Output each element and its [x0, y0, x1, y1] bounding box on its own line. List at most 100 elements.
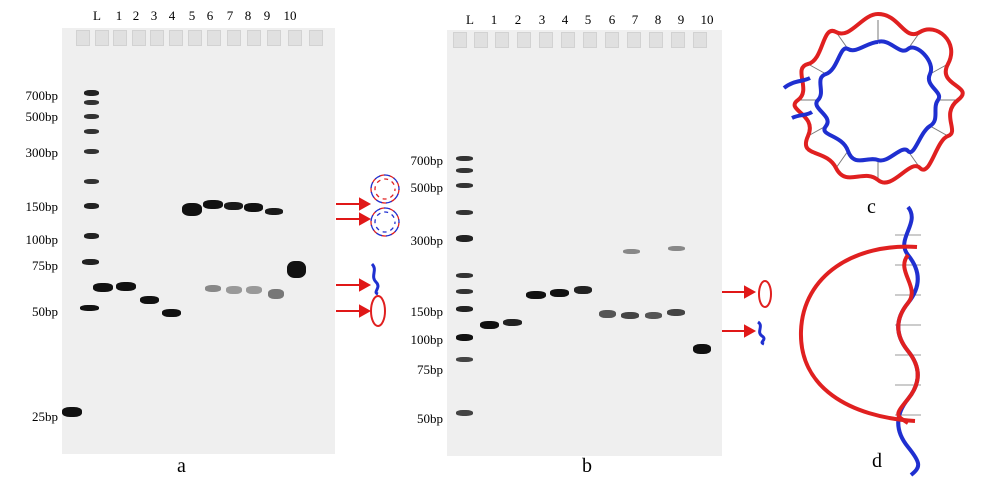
lane-label: 5: [188, 8, 196, 23]
gel-well: [188, 30, 202, 46]
sample-band: [503, 319, 522, 326]
panel-label-d: d: [872, 450, 882, 472]
ladder-band: [80, 305, 99, 311]
arrow-head: [744, 324, 757, 338]
ladder-band: [456, 410, 473, 416]
single-strand-icon: [370, 262, 380, 296]
ladder-band: [456, 235, 473, 242]
size-marker-label: 300bp: [25, 145, 59, 160]
lane-label: 4: [168, 8, 176, 23]
ladder-band: [84, 114, 99, 119]
sample-band: [182, 203, 202, 216]
sample-band: [574, 286, 592, 294]
ladder-band: [84, 100, 99, 105]
gel-well: [267, 30, 281, 46]
gel-well: [627, 32, 641, 48]
minicircle-icon: [370, 207, 400, 237]
sample-band: [93, 283, 113, 292]
blue-strand: [814, 39, 942, 163]
lane-label: 2: [514, 12, 522, 27]
gel-well: [474, 32, 488, 48]
lane-label: 10: [700, 12, 714, 27]
gel-well: [95, 30, 109, 46]
gel-well: [693, 32, 707, 48]
red-loop-strand: [798, 244, 918, 423]
lane-label: 9: [677, 12, 685, 27]
lane-label: 1: [490, 12, 498, 27]
blue-strand-tail: [791, 110, 814, 120]
ladder-band: [456, 183, 473, 188]
ladder-band: [82, 259, 99, 265]
red-strand: [792, 12, 965, 185]
size-marker-label: 25bp: [32, 409, 58, 424]
blue-strand-tail: [782, 76, 811, 90]
size-marker-label: 300bp: [410, 233, 444, 248]
minicircle-icon: [370, 174, 400, 204]
panel-label-b: b: [582, 455, 592, 477]
lane-label: 4: [561, 12, 569, 27]
ladder-band: [62, 407, 82, 417]
size-marker-label: 700bp: [25, 88, 59, 103]
size-marker-label: 75bp: [32, 258, 58, 273]
lane-label: 2: [132, 8, 140, 23]
lane-label: 5: [584, 12, 592, 27]
gel-well: [605, 32, 619, 48]
size-marker-label: 150bp: [25, 199, 59, 214]
lane-label: L: [466, 12, 474, 27]
size-marker-label: 150bp: [410, 304, 444, 319]
ladder-band: [84, 90, 99, 96]
arrow-head: [359, 304, 372, 318]
lane-label: 7: [226, 8, 234, 23]
gel-image-a: [62, 28, 335, 454]
sample-band: [203, 200, 223, 209]
gel-well: [247, 30, 261, 46]
gel-well: [169, 30, 183, 46]
size-marker-label: 700bp: [410, 153, 444, 168]
gel-well: [76, 30, 90, 46]
ladder-band: [456, 168, 473, 173]
helix-loop-diagram: [798, 205, 921, 477]
sample-band: [140, 296, 159, 304]
arrow-head: [359, 278, 372, 292]
gel-well: [495, 32, 509, 48]
sample-band: [623, 249, 640, 254]
size-marker-label: 50bp: [32, 304, 58, 319]
ladder-band: [456, 306, 473, 312]
sample-band: [480, 321, 499, 329]
gel-well: [671, 32, 685, 48]
sample-band: [268, 289, 284, 299]
lane-label: 10: [283, 8, 297, 23]
size-marker-label: 50bp: [417, 411, 443, 426]
ladder-band: [456, 156, 473, 161]
size-marker-label: 100bp: [25, 232, 59, 247]
panel-label-c: c: [867, 196, 876, 218]
gel-well: [309, 30, 323, 46]
size-marker-label: 500bp: [410, 180, 444, 195]
ladder-band: [84, 179, 99, 184]
base-pair-rungs: [798, 20, 958, 180]
ladder-band: [456, 210, 473, 215]
lane-label: L: [93, 8, 101, 23]
sample-band: [599, 310, 616, 318]
minicircle-diagram: [782, 12, 965, 185]
size-marker-label: 100bp: [410, 332, 444, 347]
lane-label: 6: [608, 12, 616, 27]
sample-band: [224, 202, 243, 210]
sample-band: [226, 286, 242, 294]
size-marker-label: 75bp: [417, 362, 443, 377]
sample-band: [244, 203, 263, 212]
sample-band: [668, 246, 685, 251]
sample-band: [645, 312, 662, 319]
lane-label: 9: [263, 8, 271, 23]
gel-well: [113, 30, 127, 46]
sample-band: [287, 261, 306, 278]
lane-label: 1: [115, 8, 123, 23]
ss-circle-icon: [370, 295, 386, 327]
sample-band: [205, 285, 221, 292]
gel-well: [561, 32, 575, 48]
sample-band: [621, 312, 639, 319]
gel-well: [288, 30, 302, 46]
size-marker-label: 500bp: [25, 109, 59, 124]
